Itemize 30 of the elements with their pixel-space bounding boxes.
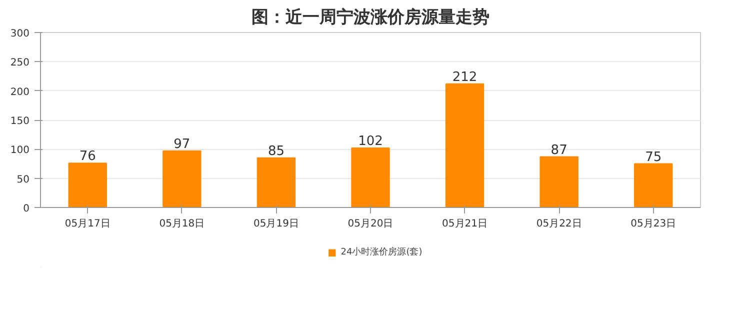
x-tick-label: 05月21日 <box>442 218 488 230</box>
bar <box>351 148 390 208</box>
bar <box>68 162 107 208</box>
data-label: 85 <box>268 144 284 159</box>
bar <box>540 156 578 208</box>
bar <box>256 157 296 208</box>
data-label: 212 <box>452 70 478 85</box>
x-tick-label: 05月17日 <box>64 218 110 230</box>
bar <box>634 163 673 208</box>
x-tick-label: 05月23日 <box>630 218 676 230</box>
bar <box>162 150 202 208</box>
y-tick-label: 100 <box>10 145 30 156</box>
x-tick-label: 05月19日 <box>253 218 299 230</box>
chart-title: 图：近一周宁波涨价房源量走势 <box>252 8 490 28</box>
data-label: 97 <box>174 136 190 152</box>
data-label: 76 <box>79 149 96 164</box>
y-tick-label: 0 <box>23 204 30 214</box>
bar <box>445 83 484 208</box>
data-label: 75 <box>645 150 662 165</box>
y-tick-label: 250 <box>10 58 30 69</box>
x-tick-label: 05月22日 <box>536 218 582 230</box>
y-tick-label: 300 <box>10 28 30 40</box>
legend-label: 24小时涨价房源(套) <box>340 246 422 258</box>
x-tick-label: 05月20日 <box>348 218 394 230</box>
data-label: 102 <box>358 134 383 149</box>
x-tick-label: 05月18日 <box>159 218 205 230</box>
y-tick-label: 200 <box>10 86 30 98</box>
y-tick-label: 50 <box>16 174 30 186</box>
y-tick-label: 150 <box>10 116 30 127</box>
data-label: 87 <box>550 142 568 158</box>
